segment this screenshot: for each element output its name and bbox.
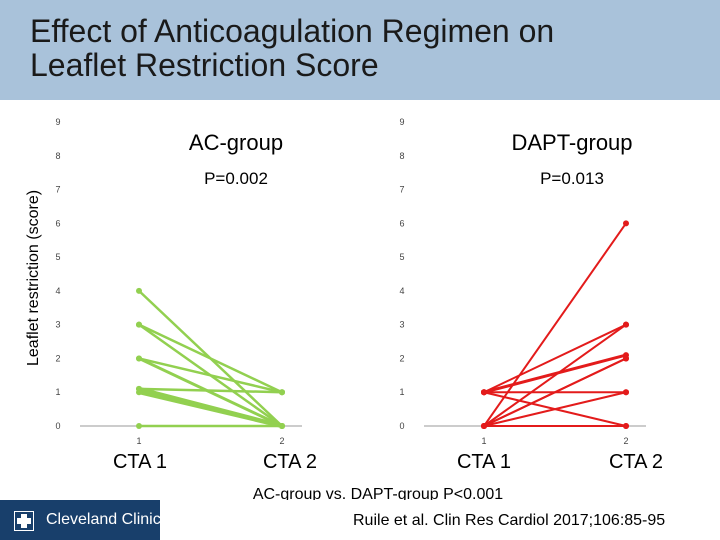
series-line	[483, 323, 627, 427]
slide-title-line-1: Effect of Anticoagulation Regimen on	[30, 13, 555, 49]
y-tick-label: 2	[55, 353, 60, 363]
y-tick-label: 8	[399, 151, 404, 161]
data-point	[481, 423, 487, 429]
series-line	[483, 323, 627, 394]
y-tick-label: 5	[55, 252, 60, 262]
slide-title-line-2: Leaflet Restriction Score	[30, 47, 379, 83]
x-category-label: CTA 2	[263, 451, 317, 473]
x-category-label: CTA 1	[457, 451, 511, 473]
y-tick-label: 1	[399, 387, 404, 397]
y-tick-label: 9	[55, 117, 60, 127]
citation: Ruile et al. Clin Res Cardiol 2017;106:8…	[353, 512, 666, 529]
cleveland-clinic-logo: Cleveland Clinic	[0, 500, 161, 540]
y-tick-label: 4	[55, 286, 60, 296]
series-line	[137, 356, 284, 428]
p-value-label: P=0.002	[204, 169, 268, 188]
data-point	[623, 321, 629, 328]
y-tick-label: 3	[55, 320, 60, 330]
y-tick-label: 1	[55, 387, 60, 397]
clinic-cross-icon	[14, 511, 34, 531]
series-line	[137, 357, 284, 394]
data-point	[136, 287, 142, 294]
panel-title: AC-group	[189, 130, 283, 155]
y-tick-label: 7	[399, 185, 404, 195]
data-point	[481, 389, 487, 396]
data-point	[623, 220, 629, 227]
x-tick-label: 1	[481, 436, 486, 446]
title-bar	[0, 0, 720, 100]
series-line	[483, 391, 627, 427]
x-tick-label: 2	[279, 436, 284, 446]
data-point	[279, 389, 285, 396]
chart-area: Leaflet restriction (score) AC-group vs.…	[25, 117, 663, 500]
series-line	[137, 323, 284, 394]
y-tick-label: 3	[399, 320, 404, 330]
logo-text: Cleveland Clinic	[46, 511, 161, 528]
data-point	[623, 389, 629, 396]
data-point	[623, 355, 629, 362]
data-point	[279, 423, 285, 429]
series-line	[137, 390, 284, 428]
y-tick-label: 2	[399, 353, 404, 363]
panel-title: DAPT-group	[511, 130, 632, 155]
x-category-label: CTA 1	[113, 451, 167, 473]
data-point	[623, 423, 629, 429]
y-tick-label: 9	[399, 117, 404, 127]
y-tick-label: 6	[399, 218, 404, 228]
y-axis-label: Leaflet restriction (score)	[25, 190, 42, 366]
series-line	[482, 353, 628, 394]
y-tick-label: 4	[399, 286, 404, 296]
data-point	[136, 355, 142, 362]
x-category-label: CTA 2	[609, 451, 663, 473]
data-point	[136, 423, 142, 429]
y-tick-label: 7	[55, 185, 60, 195]
comparison-note: AC-group vs. DAPT-group P<0.001	[253, 486, 503, 500]
y-tick-label: 0	[399, 421, 404, 431]
y-tick-label: 5	[399, 252, 404, 262]
series-line	[483, 222, 627, 427]
x-tick-label: 2	[623, 436, 628, 446]
y-tick-label: 6	[55, 218, 60, 228]
data-point	[136, 321, 142, 328]
series-line	[137, 387, 284, 394]
x-tick-label: 1	[136, 436, 141, 446]
y-tick-label: 8	[55, 151, 60, 161]
p-value-label: P=0.013	[540, 169, 604, 188]
y-tick-label: 0	[55, 421, 60, 431]
data-point	[136, 389, 142, 396]
